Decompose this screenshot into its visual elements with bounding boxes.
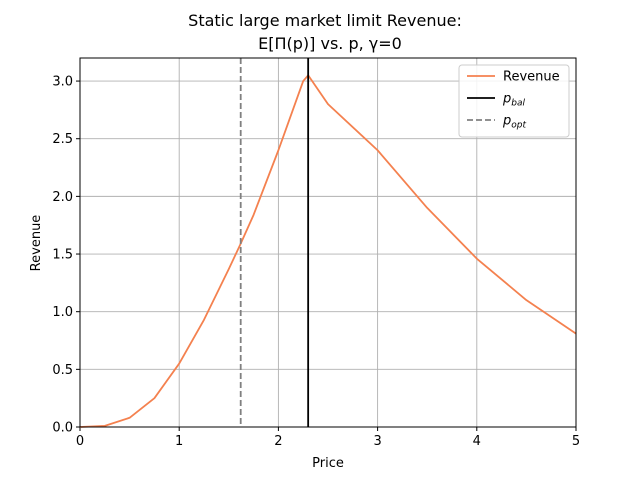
legend-label: pbal [502,92,525,109]
plot-frame [79,57,577,428]
legend: Revenue pbal popt [458,64,570,138]
x-tick-label: 2 [274,434,282,449]
axis-ticks: 0 1 2 3 4 5 0.0 0.5 1.0 1.5 2.0 2.5 3.0 [52,75,580,449]
y-tick-label: 2.0 [52,190,73,205]
legend-label: Revenue [503,70,560,85]
y-tick-label: 2.5 [52,132,73,147]
legend-label: popt [502,114,526,131]
x-tick-label: 4 [473,434,481,449]
y-tick-label: 1.5 [52,248,73,263]
y-axis-label: Revenue [29,215,44,272]
y-tick-label: 0.0 [52,421,73,436]
x-tick-label: 0 [76,434,84,449]
y-tick-label: 0.5 [52,363,73,378]
chart-title-line1: Static large market limit Revenue: [188,11,462,30]
x-tick-label: 3 [373,434,381,449]
y-tick-label: 3.0 [52,75,73,90]
legend-box [458,64,570,138]
revenue-series-line [79,74,577,428]
chart-title-line2: E[Π(p)] vs. p, γ=0 [258,34,402,53]
y-tick-label: 1.0 [52,305,73,320]
x-axis-label: Price [312,456,344,471]
x-tick-label: 5 [572,434,580,449]
plot-area [79,58,577,428]
x-tick-label: 1 [175,434,183,449]
